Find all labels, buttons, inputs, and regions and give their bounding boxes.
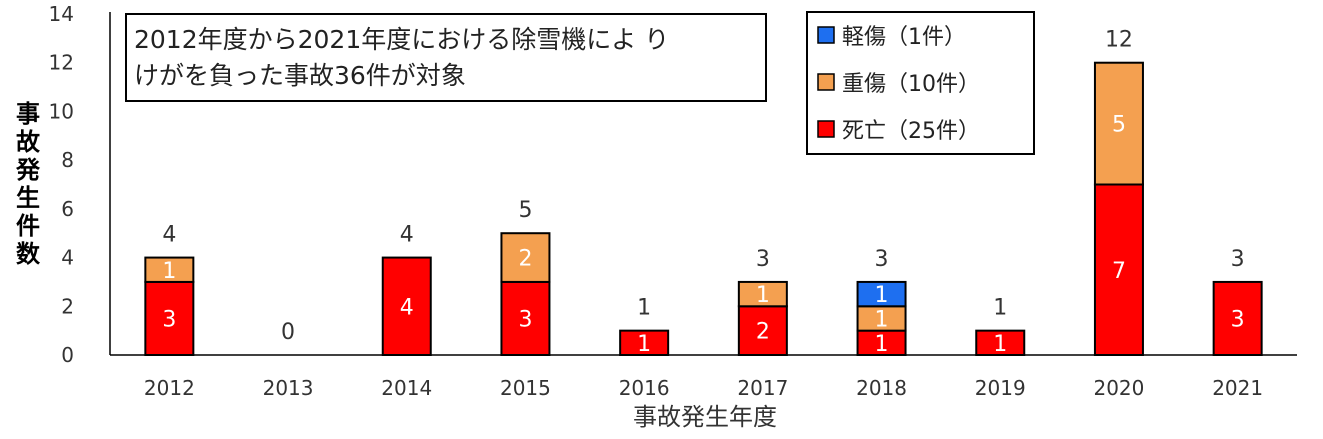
bar-value-label: 3 <box>518 307 532 332</box>
y-tick-label: 10 <box>49 99 74 123</box>
annotation-frame <box>125 13 767 102</box>
legend-swatch <box>817 26 835 44</box>
legend-label: 軽傷（1件） <box>842 25 966 50</box>
legend: 軽傷（1件） 重傷（10件） 死亡（25件） <box>806 11 1035 155</box>
bar-segment <box>144 280 195 356</box>
bar-segment <box>1093 61 1144 186</box>
bar-value-label: 1 <box>993 332 1007 357</box>
x-tick-label: 2015 <box>500 376 551 400</box>
bar-total-label: 4 <box>162 223 176 248</box>
legend-label: 死亡（25件） <box>842 119 980 144</box>
bar-segment <box>856 280 907 308</box>
bar-segment <box>144 256 195 283</box>
x-tick-label: 2017 <box>737 376 788 400</box>
bar-segment <box>619 329 670 356</box>
x-axis: 2012 2013 2014 2015 2016 2017 2018 2019 2020 2021 <box>110 354 1297 400</box>
y-tick-label: 0 <box>61 343 74 367</box>
legend-swatch <box>817 73 835 91</box>
y-tick-label: 6 <box>61 197 74 221</box>
bar-segment <box>381 256 432 357</box>
bar-value-label: 2 <box>756 320 770 345</box>
annotation-text: けがを負った事故36件が対象 <box>134 61 466 90</box>
bar-total-label: 12 <box>1105 28 1133 53</box>
bar-segment <box>1212 280 1263 356</box>
bar-segment <box>737 305 788 356</box>
bar-total-label: 0 <box>281 320 295 345</box>
legend-frame <box>806 11 1035 155</box>
x-tick-label: 2016 <box>619 376 670 400</box>
legend-label: 重傷（10件） <box>842 72 980 97</box>
bar-total-label: 3 <box>756 247 770 272</box>
bar-value-label: 1 <box>637 332 651 357</box>
legend-swatch <box>817 120 835 138</box>
bar-value-label: 4 <box>400 295 414 320</box>
bar-segment <box>975 329 1026 356</box>
y-tick-label: 4 <box>61 246 74 270</box>
x-tick-label: 2018 <box>856 376 907 400</box>
bar-total-label: 3 <box>1231 247 1245 272</box>
y-axis: 0 2 4 6 8 10 12 14 <box>49 2 111 367</box>
x-tick-label: 2020 <box>1093 376 1144 400</box>
bar-total-label: 3 <box>875 247 889 272</box>
bar-total-label: 1 <box>993 296 1007 321</box>
bar-value-label: 1 <box>162 259 176 284</box>
y-axis-label: 事故発生件数 <box>15 100 41 268</box>
y-tick-label: 2 <box>61 294 74 318</box>
y-tick-label: 8 <box>61 148 74 172</box>
bar-value-label: 1 <box>875 283 889 308</box>
bar-segment <box>856 305 907 332</box>
bar-value-label: 3 <box>162 307 176 332</box>
annotation-text: 2012年度から2021年度における除雪機によ り <box>134 25 669 54</box>
bar-segment <box>737 280 788 308</box>
bar-value-label: 1 <box>875 307 889 332</box>
x-tick-label: 2021 <box>1212 376 1263 400</box>
bar-segment <box>1093 183 1144 356</box>
bar-total-label: 1 <box>637 296 651 321</box>
bar-value-label: 3 <box>1231 307 1245 332</box>
bar-segment <box>500 232 551 283</box>
bar-value-label: 2 <box>518 247 532 272</box>
bar-total-label: 5 <box>518 198 532 223</box>
bar-value-label: 1 <box>756 283 770 308</box>
x-tick-label: 2012 <box>144 376 195 400</box>
bar-value-label: 5 <box>1112 113 1126 138</box>
y-tick-label: 12 <box>49 51 74 75</box>
bar-value-label: 7 <box>1112 259 1126 284</box>
x-tick-label: 2014 <box>381 376 432 400</box>
x-tick-label: 2013 <box>263 376 314 400</box>
x-tick-label: 2019 <box>975 376 1026 400</box>
y-tick-label: 14 <box>49 2 74 26</box>
bar-value-label: 1 <box>875 332 889 357</box>
x-axis-label: 事故発生年度 <box>633 403 777 431</box>
bar-total-label: 4 <box>400 223 414 248</box>
